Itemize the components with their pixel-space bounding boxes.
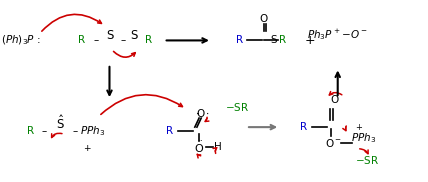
Text: O: O [260, 14, 268, 24]
Text: S: S [106, 29, 113, 41]
Text: $-$SR: $-$SR [226, 101, 250, 113]
Text: O$^-$: O$^-$ [325, 137, 342, 149]
Text: –: – [93, 35, 98, 46]
Text: –: – [121, 35, 126, 46]
Text: H: H [214, 142, 221, 152]
Text: $\hat{\rm S}$: $\hat{\rm S}$ [56, 114, 65, 132]
Text: R: R [78, 35, 85, 46]
Text: R: R [236, 35, 243, 46]
Text: S: S [131, 29, 138, 41]
Text: R: R [166, 126, 173, 136]
Text: R: R [300, 122, 307, 132]
Text: S: S [270, 35, 277, 46]
Text: $\cdot\!$O$\!\cdot$: $\cdot\!$O$\!\cdot$ [195, 107, 209, 119]
Text: +: + [356, 123, 363, 132]
Text: R: R [27, 126, 34, 136]
Text: O: O [330, 95, 339, 105]
Text: –: – [42, 126, 47, 136]
Text: $\ddot{\rm O}$: $\ddot{\rm O}$ [194, 139, 204, 155]
Text: +: + [305, 34, 315, 47]
Text: $-$SR: $-$SR [356, 154, 380, 166]
Text: $(Ph)_3P$: $(Ph)_3P$ [1, 34, 35, 47]
Text: –: – [72, 126, 77, 136]
Text: :: : [37, 35, 41, 46]
Text: $PPh_3$: $PPh_3$ [351, 131, 376, 145]
Text: R: R [145, 35, 152, 46]
Text: +: + [83, 144, 91, 153]
Text: R: R [279, 35, 286, 46]
Text: $PPh_3$: $PPh_3$ [80, 124, 105, 138]
Text: $Ph_3P^+\!-\!O^-$: $Ph_3P^+\!-\!O^-$ [307, 27, 368, 42]
